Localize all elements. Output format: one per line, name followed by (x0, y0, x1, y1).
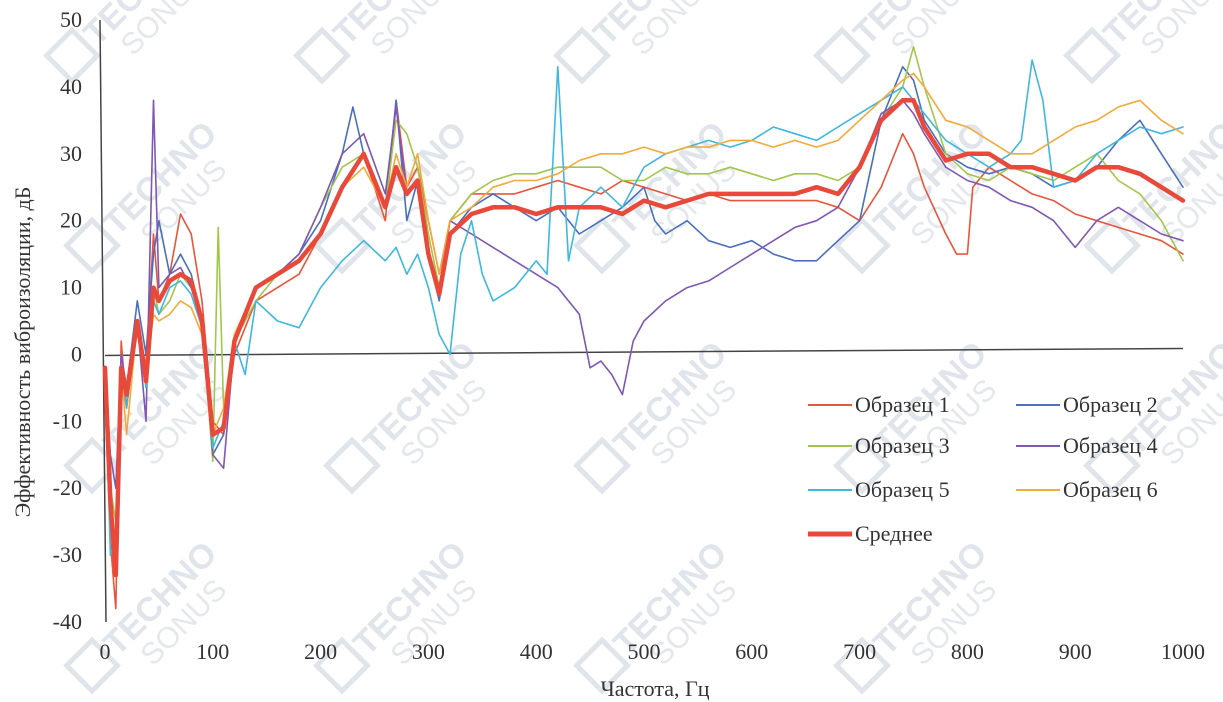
watermark-logo-icon (1063, 26, 1122, 85)
series-line-5 (104, 59, 1184, 556)
watermark-logo-icon (573, 216, 632, 275)
series-line-6 (104, 72, 1184, 570)
watermark-logo-icon (573, 636, 632, 695)
x-tick-label: 500 (628, 639, 661, 664)
watermark-logo-icon (573, 436, 632, 495)
x-tick-label: 0 (100, 639, 111, 664)
watermark-logo-icon (43, 26, 102, 85)
legend-entry: Образец 1 (855, 392, 950, 417)
watermark-logo-icon (293, 26, 352, 85)
legend-entry: Образец 2 (1063, 392, 1158, 417)
watermark-logo-icon (833, 436, 892, 495)
y-tick-label: 20 (60, 208, 82, 233)
x-tick-label: 300 (412, 639, 445, 664)
legend: Образец 1 Образец 2 Образец 3 Образец 4 Обра… (808, 392, 1158, 546)
legend-entry: Образец 3 (855, 433, 950, 458)
x-tick-label: 800 (951, 639, 984, 664)
legend-entry: Среднее (855, 521, 933, 546)
watermark-logo-icon (833, 216, 892, 275)
series-line-2 (104, 66, 1184, 556)
y-tick-label: 40 (60, 74, 82, 99)
series-line-7 (102, 98, 1186, 578)
watermark-logo-icon (313, 216, 372, 275)
legend-entry: Образец 5 (855, 477, 950, 502)
watermark-logo-icon (323, 436, 382, 495)
y-tick-label: 50 (60, 7, 82, 32)
y-tick-label: -30 (53, 542, 82, 567)
watermark-logo-icon (1083, 216, 1142, 275)
x-tick-label: 900 (1059, 639, 1092, 664)
series-layer (102, 46, 1186, 610)
chart-axes: -40 -30 -20 -10 0 10 20 30 40 50 0 100 200 300 400 500… (10, 7, 1205, 701)
x-tick-label: 100 (196, 639, 229, 664)
y-tick-label: 30 (60, 141, 82, 166)
watermark-logo-icon (1083, 436, 1142, 495)
y-tick-label: -10 (53, 408, 82, 433)
x-tick-label: 400 (520, 639, 553, 664)
y-tick-labels: -40 -30 -20 -10 0 10 20 30 40 50 (53, 7, 82, 634)
x-tick-label: 1000 (1161, 639, 1205, 664)
watermark-logo-icon (553, 26, 612, 85)
x-tick-label: 700 (843, 639, 876, 664)
watermark-logo-icon (833, 636, 892, 695)
y-tick-label: -40 (53, 609, 82, 634)
zero-baseline (104, 347, 1184, 357)
x-tick-label: 200 (304, 639, 337, 664)
legend-entry: Образец 6 (1063, 477, 1158, 502)
watermark-logo-icon (63, 216, 122, 275)
y-tick-label: 10 (60, 275, 82, 300)
y-axis-line (99, 19, 107, 623)
watermark-logo-icon (313, 636, 372, 695)
watermark-logo-icon (813, 26, 872, 85)
x-tick-labels: 0 100 200 300 400 500 600 700 800 900 1000 (100, 639, 1206, 664)
x-tick-label: 600 (735, 639, 768, 664)
y-axis-label: Эффективность виброизоляции, дБ (10, 187, 35, 518)
watermark-logo-icon (63, 636, 122, 695)
series-line-1 (104, 99, 1184, 610)
y-tick-label: 0 (71, 341, 82, 366)
legend-entry: Образец 4 (1063, 433, 1158, 458)
y-tick-label: -20 (53, 475, 82, 500)
x-axis-label: Частота, Гц (600, 676, 709, 701)
